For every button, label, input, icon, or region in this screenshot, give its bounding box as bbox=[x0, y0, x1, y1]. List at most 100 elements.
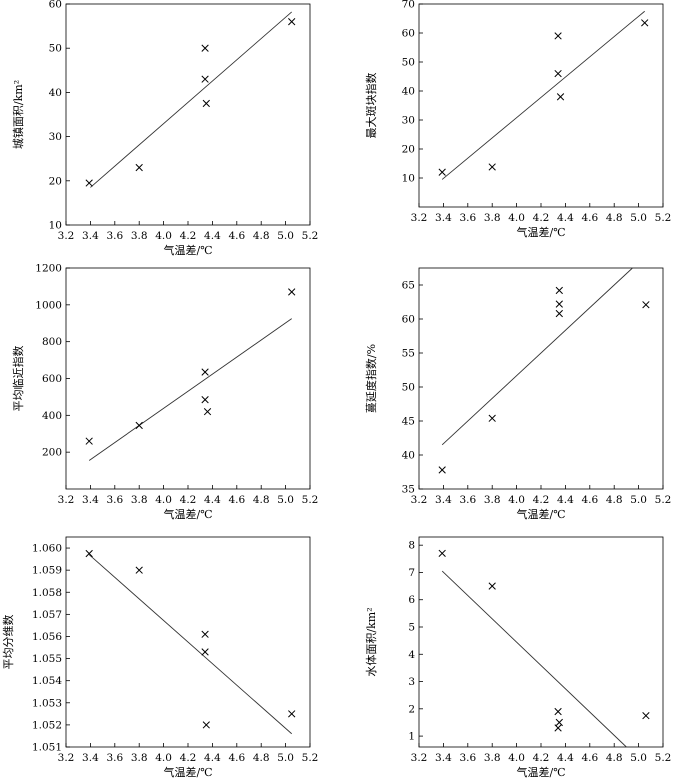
data-point bbox=[135, 421, 143, 430]
y-tick-label: 1.054 bbox=[32, 675, 62, 687]
data-point bbox=[135, 163, 143, 172]
y-tick-label: 20 bbox=[402, 144, 415, 156]
x-tick-label: 3.2 bbox=[58, 230, 75, 242]
y-tick-label: 1 bbox=[408, 731, 415, 743]
y-tick-label: 45 bbox=[402, 416, 415, 428]
data-point bbox=[488, 414, 496, 422]
x-tick-label: 3.4 bbox=[435, 212, 452, 224]
x-axis-title: 气温差/℃ bbox=[516, 225, 565, 239]
y-tick-label: 1.059 bbox=[32, 565, 62, 577]
y-tick-label: 1.052 bbox=[32, 719, 62, 731]
y-axis-title: 最大斑块指数 bbox=[364, 73, 378, 139]
y-tick-label: 8 bbox=[408, 540, 415, 552]
y-axis-title: 蔓延度指数/% bbox=[364, 344, 378, 413]
x-tick-label: 4.0 bbox=[508, 494, 525, 506]
y-tick-label: 50 bbox=[49, 43, 62, 55]
x-axis-title: 气温差/℃ bbox=[163, 243, 212, 257]
data-point bbox=[554, 707, 562, 716]
x-tick-label: 3.8 bbox=[131, 494, 148, 506]
y-tick-label: 30 bbox=[49, 131, 62, 143]
x-tick-label: 3.2 bbox=[411, 752, 428, 764]
x-tick-label: 5.0 bbox=[277, 752, 294, 764]
y-tick-label: 60 bbox=[402, 28, 415, 40]
trend-line bbox=[441, 570, 627, 748]
data-point bbox=[135, 566, 143, 574]
data-point bbox=[288, 288, 296, 296]
data-point bbox=[203, 407, 212, 416]
x-tick-label: 3.8 bbox=[484, 494, 501, 506]
data-point bbox=[642, 301, 650, 309]
data-point bbox=[288, 18, 296, 26]
data-point bbox=[555, 718, 563, 727]
plot-frame bbox=[418, 3, 664, 208]
y-tick-label: 3 bbox=[408, 676, 415, 688]
y-tick-label: 1.058 bbox=[32, 587, 62, 599]
data-point bbox=[85, 549, 93, 558]
data-point bbox=[288, 710, 296, 718]
x-tick-label: 3.4 bbox=[82, 752, 99, 764]
data-point bbox=[555, 286, 563, 295]
data-point bbox=[438, 466, 446, 474]
trend-line bbox=[88, 554, 292, 735]
x-tick-label: 4.8 bbox=[253, 494, 270, 506]
trend-line bbox=[441, 10, 645, 180]
x-tick-label: 4.0 bbox=[155, 230, 172, 242]
y-tick-label: 35 bbox=[402, 484, 415, 496]
chart-panel-1: 3.2 3.4 3.6 3.8 4.0 4.2 4.4 4.6 4.8 5.0 5.2 10 20 30 4… bbox=[11, 0, 318, 257]
y-axis-title: 平均分维数 bbox=[2, 615, 15, 670]
data-point bbox=[85, 437, 93, 445]
x-tick-label: 3.6 bbox=[459, 212, 476, 224]
x-tick-label: 4.8 bbox=[606, 212, 623, 224]
y-tick-label: 1.060 bbox=[32, 543, 62, 555]
x-tick-label: 4.2 bbox=[533, 494, 550, 506]
x-tick-label: 5.2 bbox=[655, 752, 672, 764]
data-point bbox=[201, 630, 209, 638]
y-axis-title: 水体面积/km² bbox=[364, 607, 378, 676]
data-point bbox=[202, 721, 210, 729]
x-tick-label: 3.4 bbox=[435, 494, 452, 506]
data-point bbox=[554, 32, 562, 40]
data-point bbox=[555, 309, 563, 318]
y-tick-label: 7 bbox=[408, 567, 415, 579]
y-tick-label: 60 bbox=[402, 314, 415, 326]
x-tick-label: 4.4 bbox=[557, 494, 574, 506]
y-tick-label: 1000 bbox=[35, 299, 62, 311]
plot-frame bbox=[418, 536, 664, 748]
trend-line bbox=[441, 267, 633, 446]
y-tick-label: 40 bbox=[49, 87, 62, 99]
data-point bbox=[201, 368, 209, 376]
x-tick-label: 4.0 bbox=[155, 494, 172, 506]
data-point bbox=[641, 19, 649, 27]
x-tick-label: 3.8 bbox=[131, 752, 148, 764]
x-tick-label: 4.6 bbox=[581, 752, 598, 764]
data-point bbox=[556, 93, 565, 101]
x-tick-label: 4.6 bbox=[581, 212, 598, 224]
x-tick-label: 4.2 bbox=[533, 212, 550, 224]
x-tick-label: 4.4 bbox=[204, 494, 221, 506]
x-axis-title: 气温差/℃ bbox=[516, 507, 565, 521]
x-tick-label: 3.4 bbox=[82, 230, 99, 242]
x-tick-label: 3.6 bbox=[106, 752, 123, 764]
y-tick-label: 800 bbox=[42, 336, 62, 348]
x-tick-label: 4.2 bbox=[180, 752, 197, 764]
data-point bbox=[438, 549, 446, 558]
x-tick-label: 3.6 bbox=[459, 752, 476, 764]
x-tick-label: 4.6 bbox=[228, 752, 245, 764]
x-tick-label: 4.6 bbox=[228, 230, 245, 242]
y-tick-label: 55 bbox=[402, 348, 415, 360]
x-tick-label: 3.2 bbox=[58, 752, 75, 764]
plot-frame bbox=[418, 267, 664, 490]
x-tick-label: 5.0 bbox=[277, 230, 294, 242]
x-tick-label: 4.8 bbox=[253, 230, 270, 242]
x-tick-label: 5.2 bbox=[302, 494, 319, 506]
y-tick-label: 40 bbox=[402, 86, 415, 98]
y-tick-label: 1.057 bbox=[32, 609, 62, 621]
x-tick-label: 4.4 bbox=[204, 752, 221, 764]
y-tick-label: 6 bbox=[408, 594, 415, 606]
data-point bbox=[438, 168, 446, 176]
x-tick-label: 3.6 bbox=[106, 494, 123, 506]
plot-frame bbox=[65, 3, 311, 226]
x-tick-label: 3.2 bbox=[411, 212, 428, 224]
y-tick-label: 4 bbox=[408, 649, 415, 661]
